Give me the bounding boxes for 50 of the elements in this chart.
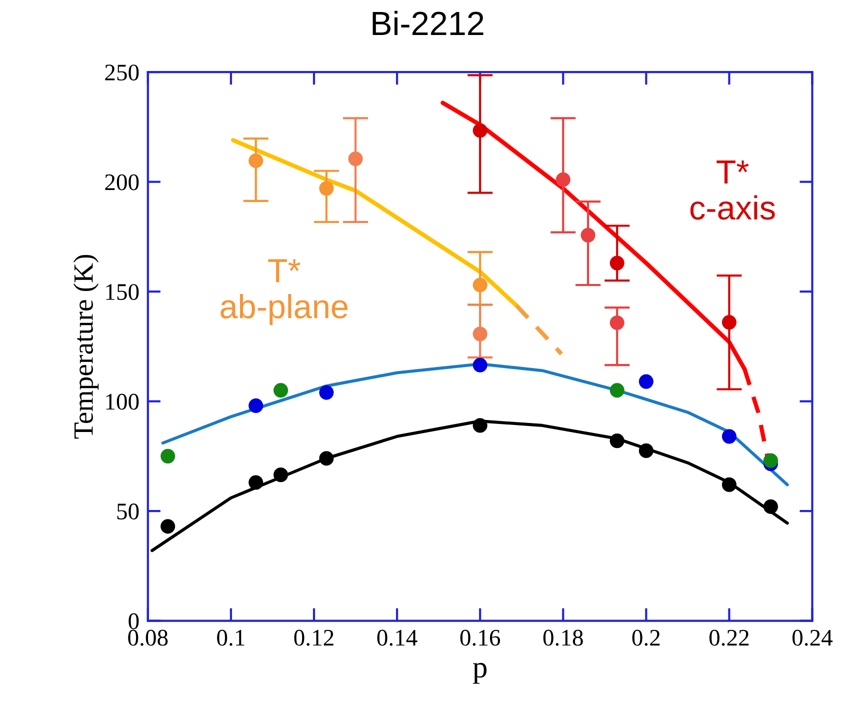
point: [248, 475, 264, 490]
point: [319, 385, 334, 400]
x-tick-label: 0.14: [377, 630, 418, 646]
annotation: T* c-axis: [690, 160, 775, 220]
point: [248, 153, 264, 168]
point: [580, 228, 596, 242]
y-tick-label: 250: [105, 64, 139, 81]
y-tick-label: 0: [128, 613, 139, 630]
point: [472, 326, 488, 342]
chart-title: Bi-2212: [372, 10, 484, 35]
x-tick-label: 0.22: [709, 630, 749, 646]
point: [638, 443, 654, 458]
point: [248, 398, 264, 413]
point: [763, 499, 778, 514]
y-tick-label: 50: [117, 504, 139, 520]
point: [610, 434, 624, 448]
point: [319, 181, 334, 196]
x-tick-label: 0.1: [217, 630, 244, 646]
point: [274, 468, 288, 482]
point: [160, 519, 176, 534]
x-tick-label: 0.2: [632, 630, 660, 646]
point: [610, 383, 624, 398]
point: [472, 123, 488, 138]
point: [472, 278, 488, 292]
y-tick-label: 200: [105, 174, 139, 190]
x-axis-title: p: [472, 662, 487, 684]
point: [472, 358, 488, 372]
point: [348, 152, 363, 166]
y-axis-title: Temperature (K): [73, 254, 99, 439]
point: [610, 256, 624, 270]
point: [722, 429, 736, 444]
y-tick-label: 100: [106, 394, 139, 410]
point: [763, 453, 778, 468]
annotation: T* ab-plane: [220, 259, 348, 326]
x-tick-label: 0.08: [128, 630, 168, 646]
x-tick-label: 0.16: [460, 630, 500, 646]
point: [638, 374, 654, 389]
point: [472, 418, 488, 433]
y-tick-label: 150: [106, 284, 139, 300]
x-tick-label: 0.24: [792, 630, 833, 646]
x-tick-label: 0.18: [543, 630, 583, 646]
point: [319, 451, 334, 466]
point: [722, 477, 736, 492]
x-tick-label: 0.12: [294, 630, 334, 646]
point: [160, 448, 176, 464]
point: [556, 172, 570, 187]
line-series: [150, 420, 789, 552]
point: [610, 315, 624, 330]
point: [274, 383, 288, 398]
point: [722, 315, 736, 330]
